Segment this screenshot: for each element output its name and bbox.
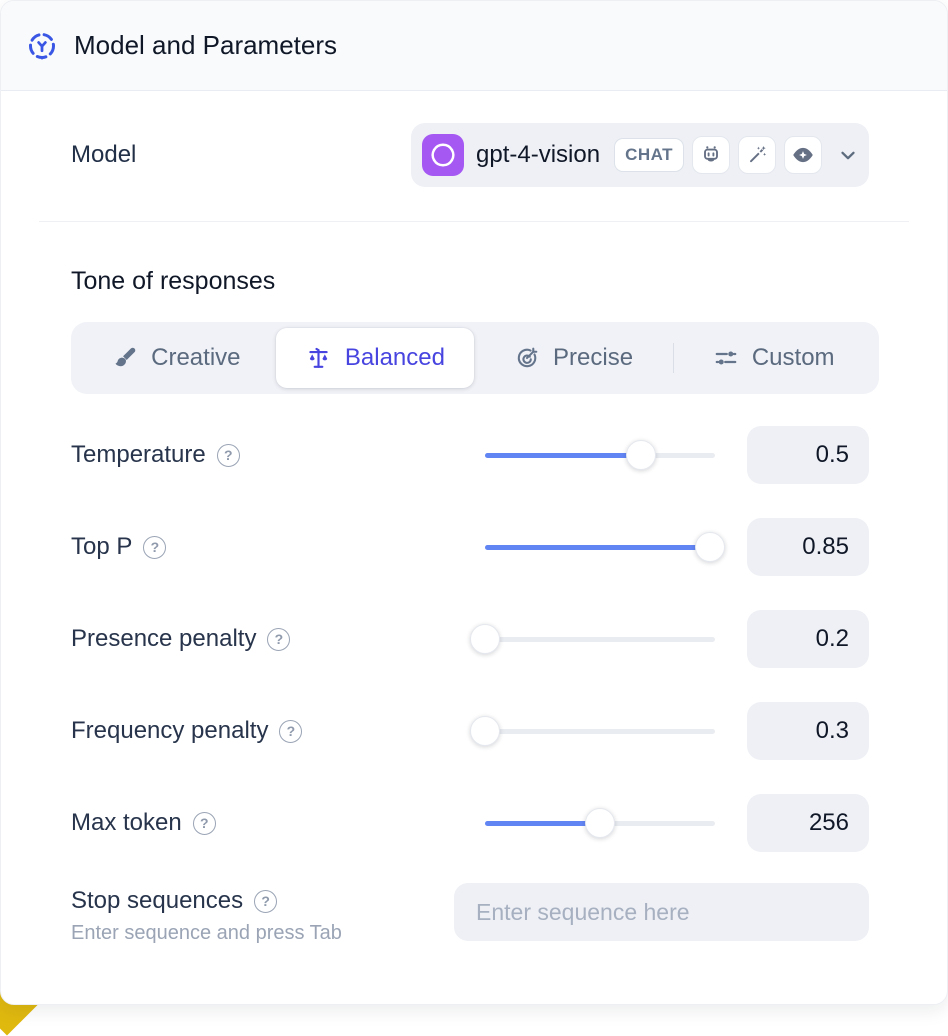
tab-balanced[interactable]: Balanced — [275, 328, 475, 388]
tab-label: Custom — [751, 344, 835, 371]
slider-handle[interactable] — [470, 716, 500, 746]
stop-sequences-input[interactable] — [454, 883, 869, 941]
slider-fill — [485, 821, 600, 826]
top-p-value[interactable]: 0.85 — [747, 518, 869, 576]
model-parameters-panel: Model and Parameters Model — [0, 0, 948, 1005]
help-icon[interactable]: ? — [279, 719, 303, 743]
param-label: Top P — [71, 533, 133, 560]
slider-handle[interactable] — [470, 624, 500, 654]
param-row-frequency-penalty: Frequency penalty ? 0.3 — [71, 699, 869, 763]
target-icon — [514, 345, 540, 371]
magic-wand-icon — [738, 136, 777, 174]
param-row-temperature: Temperature ? 0.5 — [71, 423, 869, 487]
paintbrush-icon — [112, 345, 138, 371]
sliders-icon — [713, 345, 739, 371]
model-select-dropdown[interactable]: gpt-4-vision CHAT — [411, 123, 869, 187]
help-icon[interactable]: ? — [267, 627, 291, 651]
help-icon[interactable]: ? — [216, 443, 240, 467]
openai-logo — [422, 134, 464, 176]
param-label: Presence penalty — [71, 625, 257, 652]
vision-icon — [784, 136, 823, 174]
slider-fill — [485, 453, 642, 458]
model-parameters-icon — [27, 31, 57, 61]
frequency-penalty-value[interactable]: 0.3 — [747, 702, 869, 760]
param-row-max-token: Max token ? 256 — [71, 791, 869, 855]
tab-creative[interactable]: Creative — [77, 328, 276, 388]
tab-custom[interactable]: Custom — [674, 328, 873, 388]
help-icon[interactable]: ? — [192, 811, 216, 835]
presence-penalty-value[interactable]: 0.2 — [747, 610, 869, 668]
max-token-value[interactable]: 256 — [747, 794, 869, 852]
help-icon[interactable]: ? — [254, 889, 278, 913]
param-row-presence-penalty: Presence penalty ? 0.2 — [71, 607, 869, 671]
param-label: Temperature — [71, 441, 206, 468]
slider-track — [485, 637, 715, 642]
stop-sequences-hint: Enter sequence and press Tab — [71, 922, 342, 944]
robot-icon — [692, 136, 731, 174]
help-icon[interactable]: ? — [143, 535, 167, 559]
model-type-badge: CHAT — [614, 138, 685, 172]
presence-penalty-slider[interactable] — [470, 624, 715, 654]
frequency-penalty-slider[interactable] — [470, 716, 715, 746]
selected-model-name: gpt-4-vision — [476, 141, 601, 168]
parameters-list: Temperature ? 0.5 Top P ? — [71, 423, 869, 855]
stop-sequences-label: Stop sequences — [71, 887, 244, 914]
slider-handle[interactable] — [626, 440, 657, 470]
panel-header: Model and Parameters — [1, 1, 947, 91]
slider-handle[interactable] — [695, 532, 726, 562]
param-label: Frequency penalty — [71, 717, 269, 744]
top-p-slider[interactable] — [485, 532, 726, 562]
max-token-slider[interactable] — [485, 808, 715, 838]
section-divider — [39, 221, 909, 222]
stop-sequences-row: Stop sequences ? Enter sequence and pres… — [71, 883, 869, 945]
tab-label: Precise — [553, 344, 634, 371]
tab-precise[interactable]: Precise — [474, 328, 673, 388]
balance-scale-icon — [305, 345, 332, 372]
model-label: Model — [71, 141, 137, 168]
param-label: Max token — [71, 809, 182, 836]
model-row: Model gpt-4-vision C — [71, 123, 869, 187]
slider-track — [485, 729, 715, 734]
tab-label: Creative — [151, 344, 241, 371]
chevron-down-icon — [836, 143, 860, 167]
slider-handle[interactable] — [585, 808, 615, 838]
slider-fill — [485, 545, 711, 550]
tab-divider — [672, 343, 675, 373]
param-row-top-p: Top P ? 0.85 — [71, 515, 869, 579]
stop-sequences-label-block: Stop sequences ? Enter sequence and pres… — [71, 883, 342, 945]
tone-tab-bar: Creative Balanced — [71, 322, 879, 394]
panel-title: Model and Parameters — [74, 30, 338, 60]
temperature-value[interactable]: 0.5 — [747, 426, 869, 484]
tone-heading: Tone of responses — [71, 267, 276, 295]
temperature-slider[interactable] — [485, 440, 715, 470]
tab-label: Balanced — [344, 344, 445, 371]
